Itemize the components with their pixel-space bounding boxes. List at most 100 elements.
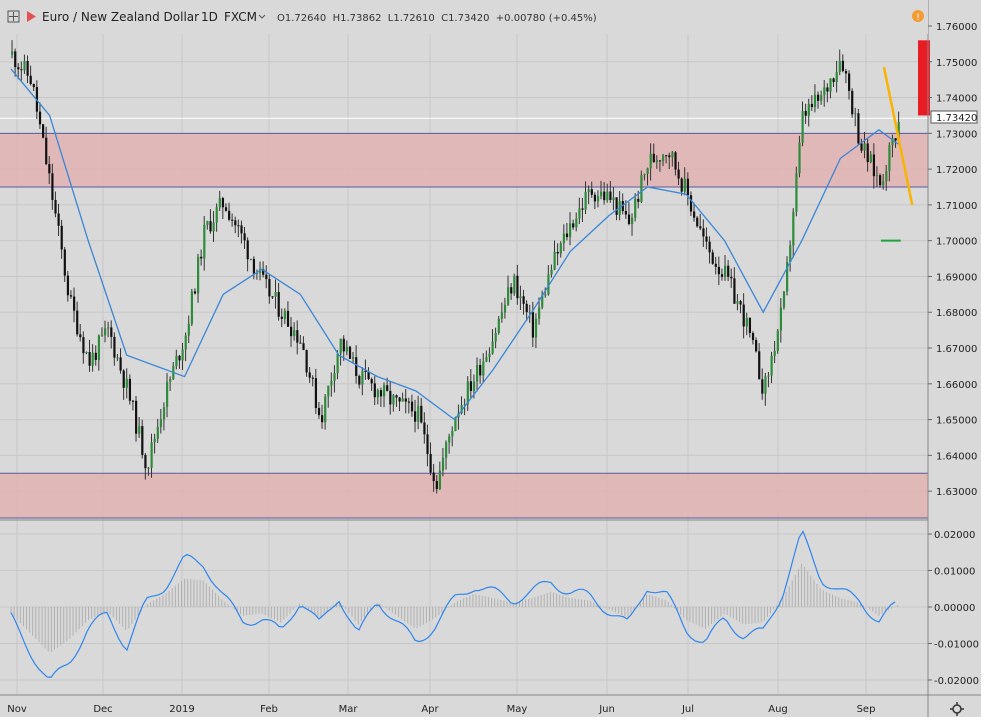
candle bbox=[513, 275, 516, 294]
candle bbox=[460, 404, 463, 414]
candle bbox=[686, 178, 690, 196]
candle bbox=[603, 191, 606, 201]
candle bbox=[156, 426, 159, 439]
candle bbox=[76, 310, 79, 335]
candle bbox=[63, 249, 66, 276]
candle bbox=[330, 380, 333, 386]
x-tick-label: 2019 bbox=[169, 704, 194, 715]
annotations[interactable] bbox=[880, 40, 930, 242]
candle bbox=[875, 175, 879, 177]
candle bbox=[417, 405, 420, 422]
candle bbox=[454, 417, 457, 432]
candle bbox=[466, 381, 469, 405]
toggle-icon[interactable] bbox=[7, 10, 20, 23]
candle bbox=[336, 353, 339, 374]
candle bbox=[798, 142, 801, 174]
candle bbox=[751, 333, 755, 341]
candle bbox=[392, 395, 395, 405]
candle bbox=[51, 173, 54, 200]
candlesticks[interactable] bbox=[11, 40, 900, 494]
candle bbox=[131, 400, 135, 402]
candle bbox=[26, 61, 29, 76]
y-tick-label: 1.68000 bbox=[936, 308, 977, 319]
candle bbox=[516, 275, 519, 299]
candle bbox=[813, 94, 817, 108]
candle bbox=[624, 211, 628, 215]
candle bbox=[240, 225, 243, 234]
candle bbox=[488, 353, 491, 358]
candle bbox=[860, 143, 863, 151]
candle bbox=[835, 72, 838, 83]
y-tick-label: 1.66000 bbox=[936, 380, 977, 391]
candle bbox=[451, 431, 454, 437]
candle bbox=[872, 154, 876, 177]
candle bbox=[708, 241, 711, 253]
settings[interactable] bbox=[950, 702, 964, 716]
candle bbox=[221, 198, 225, 208]
candle bbox=[262, 269, 265, 275]
candle bbox=[559, 243, 562, 254]
candle bbox=[426, 434, 429, 455]
candle bbox=[66, 275, 70, 296]
candle bbox=[97, 335, 101, 360]
candle bbox=[702, 228, 705, 237]
candle bbox=[432, 472, 435, 482]
candle bbox=[841, 60, 845, 72]
candle bbox=[296, 330, 299, 343]
price-label-tag: 1.73420 bbox=[930, 110, 978, 124]
y-tick-label: 1.76000 bbox=[936, 22, 977, 33]
candle bbox=[200, 256, 203, 259]
candle bbox=[414, 411, 417, 422]
candle bbox=[472, 381, 476, 391]
x-tick-label: Mar bbox=[339, 704, 359, 715]
candle bbox=[398, 397, 401, 402]
candle bbox=[658, 160, 662, 162]
osc-tick-label: 0.01000 bbox=[934, 567, 975, 578]
alert-icon[interactable] bbox=[912, 10, 924, 22]
candle bbox=[42, 124, 45, 138]
candle bbox=[736, 301, 739, 304]
candle bbox=[891, 138, 894, 146]
candle bbox=[562, 233, 566, 244]
candle bbox=[476, 364, 479, 382]
candle bbox=[243, 233, 246, 241]
candle bbox=[215, 207, 218, 223]
candle bbox=[792, 211, 795, 246]
candle bbox=[553, 251, 556, 270]
x-tick-label: May bbox=[507, 704, 528, 715]
candle bbox=[203, 224, 206, 259]
flag-icon[interactable] bbox=[27, 11, 36, 22]
interval-label[interactable]: 1D bbox=[201, 10, 218, 24]
candle bbox=[699, 226, 702, 229]
candle bbox=[550, 269, 553, 275]
candle bbox=[897, 122, 900, 141]
candle bbox=[810, 103, 814, 108]
y-tick-label: 1.71000 bbox=[936, 201, 977, 212]
candle bbox=[237, 225, 240, 227]
candle bbox=[531, 312, 535, 338]
gear-icon-teeth bbox=[950, 702, 964, 716]
candle bbox=[32, 83, 35, 88]
candle bbox=[522, 296, 525, 304]
candle bbox=[739, 301, 742, 305]
chevron-down-icon[interactable] bbox=[258, 14, 266, 19]
candle bbox=[572, 223, 575, 228]
candle bbox=[116, 357, 119, 359]
candle bbox=[742, 304, 745, 327]
candle bbox=[789, 245, 792, 262]
candle bbox=[696, 217, 699, 227]
candle bbox=[593, 194, 597, 202]
candle bbox=[57, 213, 60, 226]
symbol-title[interactable]: Euro / New Zealand Dollar bbox=[42, 10, 199, 24]
exchange-label[interactable]: FXCM bbox=[224, 10, 257, 24]
candle bbox=[88, 351, 91, 366]
candle bbox=[367, 371, 370, 380]
candle bbox=[370, 379, 373, 384]
osc-tick-label: -0.01000 bbox=[934, 639, 979, 650]
candle bbox=[141, 426, 144, 455]
candle bbox=[383, 385, 386, 397]
candle bbox=[135, 400, 138, 434]
candle bbox=[169, 379, 172, 382]
candle bbox=[345, 346, 349, 352]
